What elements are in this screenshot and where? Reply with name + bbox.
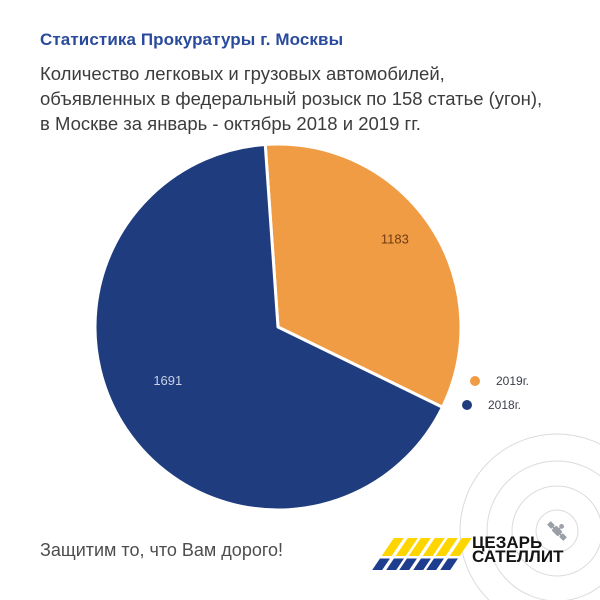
watermark-circle [511, 485, 600, 577]
satellite-icon [547, 521, 567, 541]
watermark-circle [535, 509, 579, 553]
pie-slice-2019 [263, 142, 463, 409]
slice-value-label-2018: 1691 [153, 373, 182, 388]
legend-marker-2018-icon [462, 400, 472, 410]
company-logo: ЦЕЗАРЬ САТЕЛЛИТ [472, 533, 564, 566]
page-title: Статистика Прокуратуры г. Москвы [40, 30, 344, 49]
legend-item-2018: 2018г. [462, 398, 521, 412]
watermark-circle [459, 433, 600, 600]
slice-value-label-2019: 1183 [381, 231, 409, 246]
legend-label-2018: 2018г. [488, 398, 521, 412]
subtitle-line-2: объявленных в федеральный розыск по 158 … [40, 88, 543, 109]
legend-item-2019: 2019г. [470, 374, 529, 388]
legend-label-2019: 2019г. [496, 374, 529, 388]
logo-line-1: ЦЕЗАРЬ [472, 533, 543, 552]
company-slogan: Защитим то, что Вам дорого! [40, 540, 284, 560]
pie-slice-2018 [93, 142, 444, 512]
subtitle-line-1: Количество легковых и грузовых автомобил… [40, 63, 445, 84]
logo-line-2: САТЕЛЛИТ [472, 547, 564, 566]
logo-stripes-icon [372, 538, 471, 570]
legend-marker-2019-icon [470, 376, 480, 386]
watermark-circle [486, 460, 600, 600]
chart-subtitle: Количество легковых и грузовых автомобил… [40, 61, 542, 136]
subtitle-line-3: в Москве за январь - октябрь 2018 и 2019… [40, 113, 421, 134]
